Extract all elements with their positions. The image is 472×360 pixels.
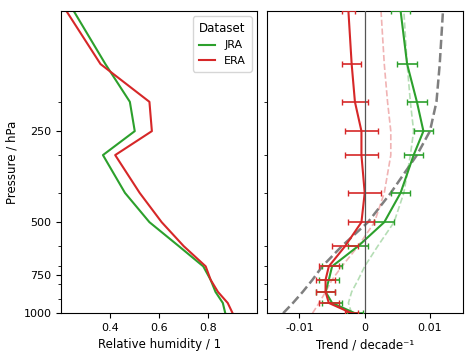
X-axis label: Relative humidity / 1: Relative humidity / 1: [98, 338, 221, 351]
X-axis label: Trend / decade⁻¹: Trend / decade⁻¹: [316, 338, 414, 351]
Y-axis label: Pressure / hPa: Pressure / hPa: [5, 120, 18, 204]
Legend: JRA, ERA: JRA, ERA: [193, 16, 252, 72]
